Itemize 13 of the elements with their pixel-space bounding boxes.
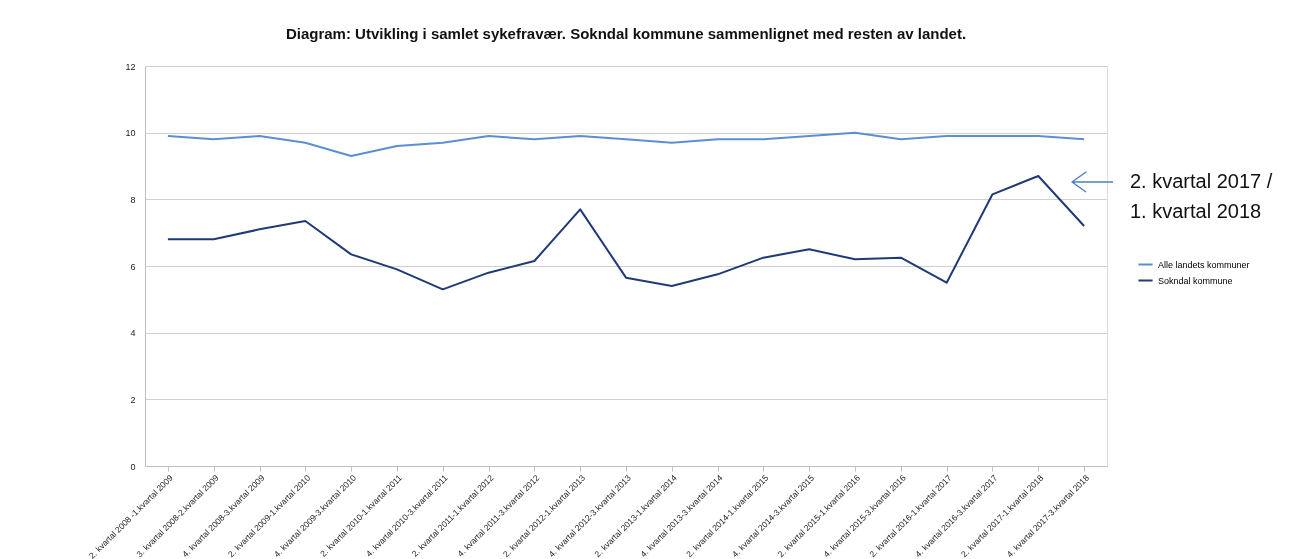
legend-label: Sokndal kommune: [1158, 275, 1233, 286]
text: 2. kvartal 2017 / 1. kvartal 2018: [1130, 170, 1273, 222]
y-tick-label: 10: [125, 128, 136, 139]
line-series: [166, 131, 1086, 157]
y-tick-label: 4: [130, 328, 136, 339]
legend-label: Alle landets kommuner: [1158, 259, 1250, 270]
chart-title: Diagram: Utvikling i samlet sykefravær. Sokndal kommune sammenlignet med resten av landet.: [285, 25, 967, 42]
y-tick-label: 0: [130, 461, 136, 472]
y-tick-label: 12: [125, 61, 136, 72]
y-tick-label: 2: [130, 394, 136, 405]
line-series: [166, 175, 1086, 291]
y-tick-label: 6: [130, 261, 136, 272]
y-tick-label: 8: [130, 194, 136, 205]
